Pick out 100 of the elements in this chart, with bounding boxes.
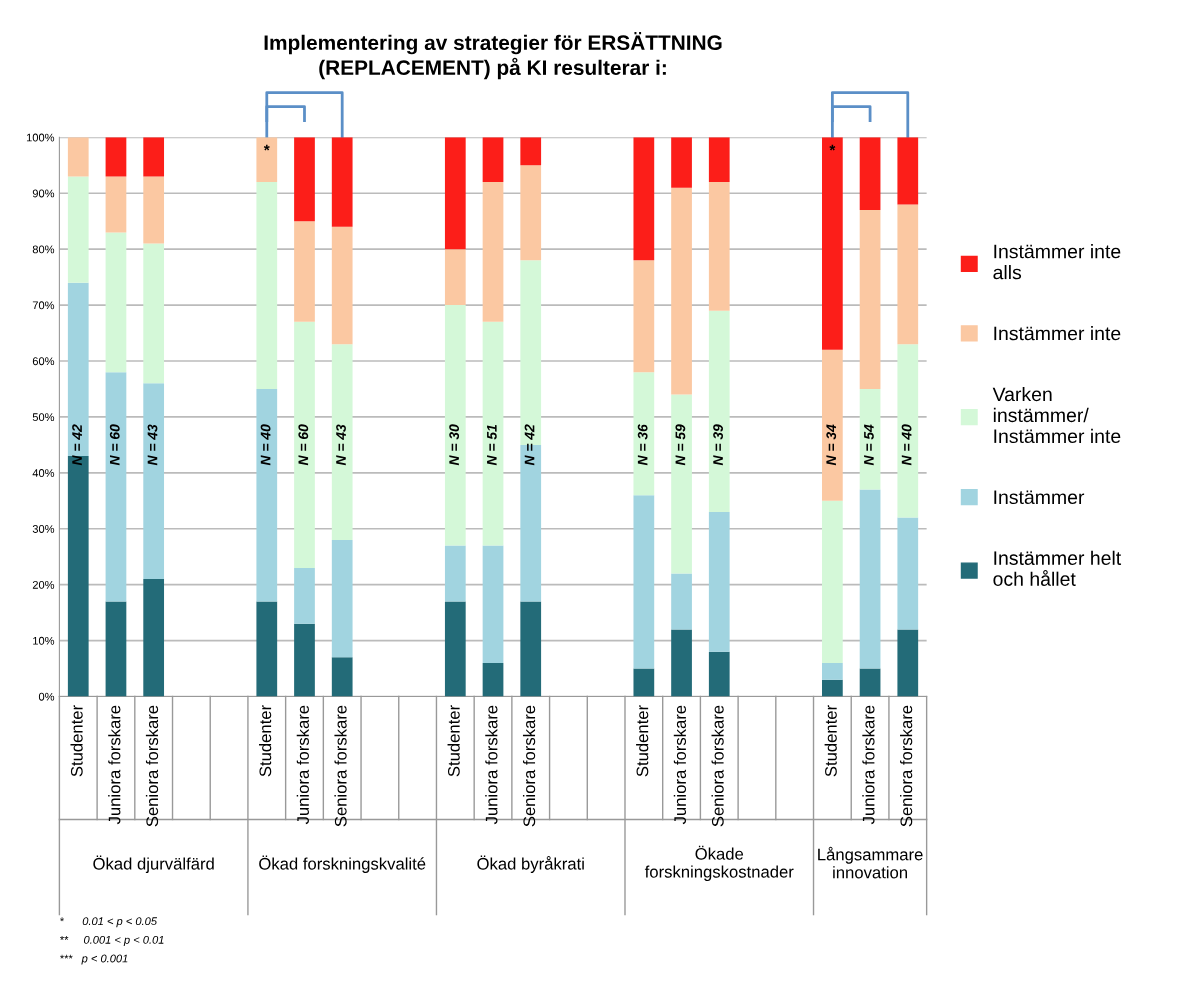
annotation: N = 51 <box>487 424 497 466</box>
bar <box>520 165 542 261</box>
bar <box>822 679 843 697</box>
x-tick-label: Juniora forskare <box>108 705 121 825</box>
bar <box>105 372 127 602</box>
bar <box>708 182 730 311</box>
bar <box>520 444 542 602</box>
bar <box>822 137 843 350</box>
bar <box>482 662 504 697</box>
y-tick-label: 10% <box>33 636 55 645</box>
bar <box>143 243 165 384</box>
bar <box>294 623 315 697</box>
bar <box>708 310 730 512</box>
annotation: N = 59 <box>675 424 686 466</box>
bar <box>859 137 881 211</box>
bar <box>633 372 655 496</box>
y-tick-label: 0% <box>38 692 55 701</box>
bar <box>520 260 542 445</box>
bar <box>256 182 278 389</box>
bar <box>822 662 843 680</box>
text: Ökad byråkrati <box>477 855 584 873</box>
annotation: N = 40 <box>260 424 271 466</box>
y-tick-label: 20% <box>32 580 55 589</box>
bar <box>671 137 692 188</box>
bar <box>671 394 692 574</box>
y-tick-label: 30% <box>32 525 55 533</box>
bar <box>859 210 881 389</box>
bar <box>294 137 315 222</box>
text: Långsammare innovation <box>818 846 923 879</box>
annotation: N = 30 <box>449 424 460 466</box>
bar <box>520 137 542 166</box>
x-tick-label: Studenter <box>447 705 460 777</box>
bar <box>897 344 919 518</box>
bar <box>331 344 353 540</box>
annotation: N = 34 <box>826 424 837 466</box>
bar <box>633 260 655 373</box>
y-tick-label: 70% <box>32 301 55 310</box>
bar <box>897 517 919 630</box>
bar <box>822 349 843 501</box>
bar <box>444 545 466 602</box>
y-tick-label: 90% <box>32 189 55 198</box>
bar <box>444 305 466 546</box>
legend-label: Instämmer inte alls <box>993 244 1121 280</box>
bar <box>822 500 843 663</box>
bar <box>633 668 655 697</box>
bar <box>482 182 504 322</box>
bar <box>708 651 730 697</box>
bar <box>143 383 165 580</box>
x-tick-label: Studenter <box>636 705 649 777</box>
annotation: * <box>829 144 836 151</box>
y-tick-label: 80% <box>32 245 55 254</box>
bar <box>897 629 919 697</box>
bar <box>256 137 278 183</box>
x-tick-label: Seniora forskare <box>145 705 159 827</box>
x-tick-label: Studenter <box>70 705 83 777</box>
bar <box>482 321 504 546</box>
annotation: N = 36 <box>637 424 648 466</box>
x-tick-label: Seniora forskare <box>900 705 913 827</box>
bar <box>331 137 353 227</box>
bar <box>633 137 655 261</box>
y-tick-label: 40% <box>32 469 55 477</box>
bar <box>897 137 919 205</box>
bar <box>331 226 353 345</box>
x-tick-label: Juniora forskare <box>862 705 875 825</box>
bar <box>331 539 353 658</box>
annotation: N = 60 <box>298 424 309 466</box>
annotation: N = 54 <box>864 424 874 466</box>
text: Ökad djurvälfärd <box>93 855 214 873</box>
bar <box>859 489 881 669</box>
bar <box>331 657 353 697</box>
chart-title: Implementering av strategier för ERSÄTTNING (REPLACEMENT) på KI resulterar i: <box>264 32 722 80</box>
bar <box>859 668 881 697</box>
annotation: N = 42 <box>524 424 535 466</box>
y-tick-label: 100% <box>26 133 55 142</box>
bar <box>444 601 466 697</box>
x-tick-label: Seniora forskare <box>711 705 724 827</box>
bar <box>482 545 504 663</box>
y-tick-label: 60% <box>32 357 55 366</box>
bar <box>294 221 315 322</box>
bar <box>105 232 127 373</box>
bar <box>671 573 692 630</box>
bar <box>67 176 89 283</box>
legend-label: Instämmer inte <box>994 326 1121 341</box>
bar <box>671 629 692 697</box>
x-tick-label: Juniora forskare <box>485 705 498 825</box>
legend-label: Instämmer <box>994 490 1085 505</box>
bar <box>708 511 730 652</box>
legend-label: Instämmer helt och hållet <box>993 550 1122 586</box>
bar <box>897 204 919 345</box>
bar <box>294 321 315 568</box>
bar <box>143 176 165 244</box>
bar <box>256 601 278 697</box>
bar <box>67 282 89 457</box>
text: Ökade forskningskostnader <box>644 845 794 882</box>
text: *** p < 0.001 <box>60 954 128 965</box>
x-tick-label: Seniora forskare <box>522 705 536 827</box>
bar <box>105 601 127 697</box>
bar <box>105 176 127 233</box>
bar <box>520 601 542 697</box>
annotation: N = 60 <box>109 424 120 466</box>
